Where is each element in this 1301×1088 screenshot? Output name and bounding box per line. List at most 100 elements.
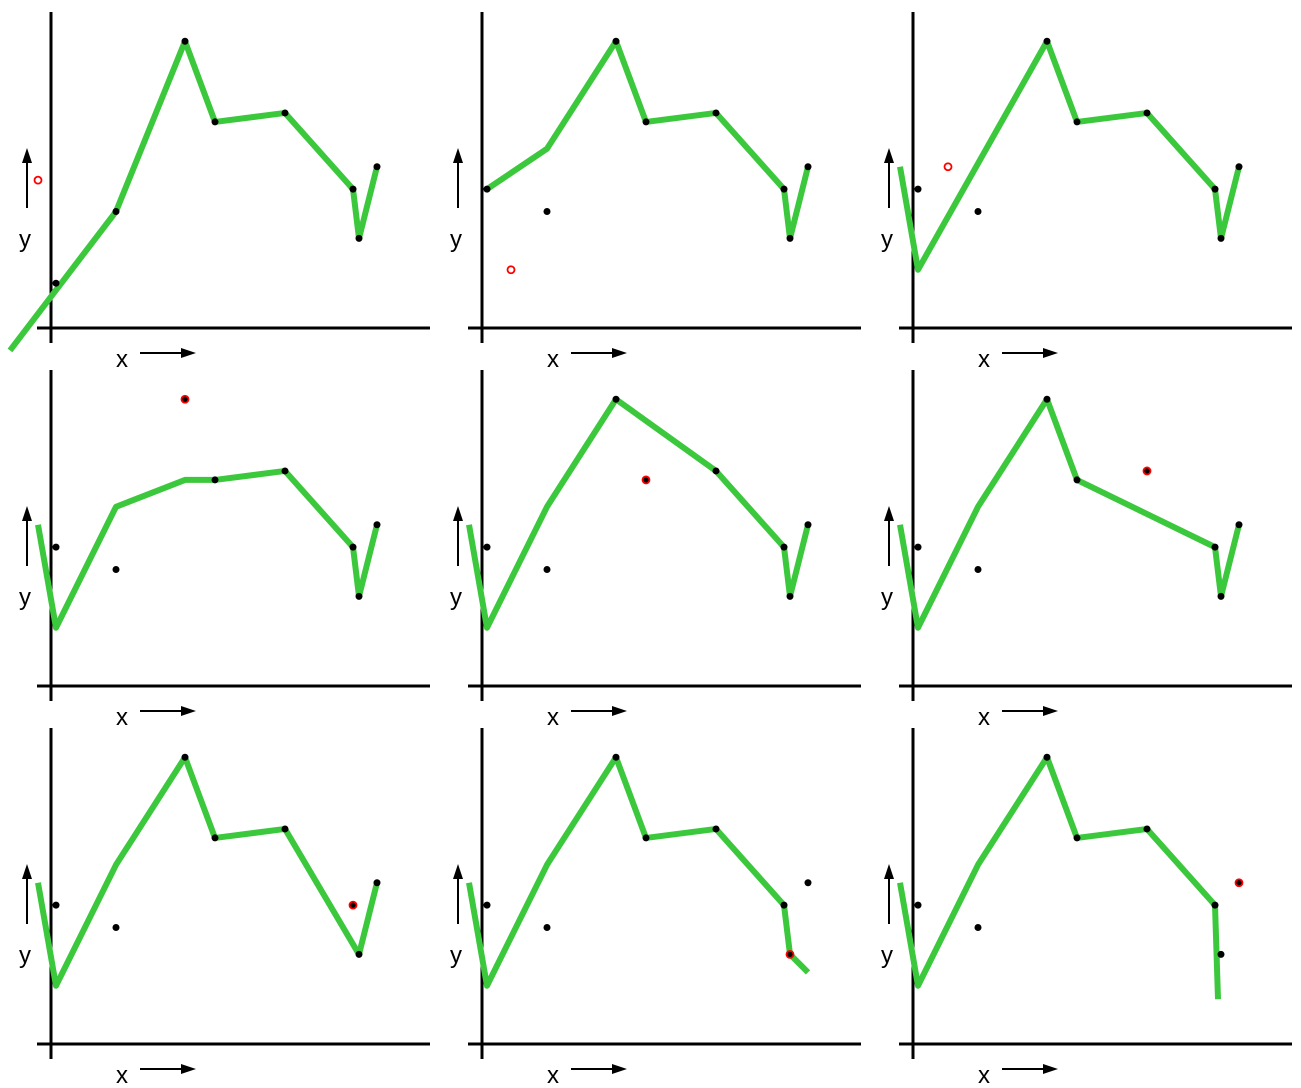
data-point-6 bbox=[349, 185, 357, 193]
data-point-6 bbox=[1211, 185, 1219, 193]
outlier-point bbox=[785, 949, 795, 959]
data-point-7 bbox=[1217, 592, 1225, 600]
y-axis-label: y bbox=[19, 942, 31, 969]
x-arrow-head bbox=[181, 348, 196, 358]
panel-6: yx bbox=[881, 370, 1292, 731]
panel-7: yx bbox=[19, 728, 430, 1088]
data-point-3 bbox=[181, 37, 189, 45]
data-point-1 bbox=[483, 901, 491, 909]
data-point-3 bbox=[1043, 37, 1051, 45]
x-axis-label: x bbox=[547, 1062, 559, 1088]
data-point-4 bbox=[211, 118, 219, 126]
data-point-2 bbox=[543, 208, 551, 216]
data-point-6 bbox=[1211, 543, 1219, 551]
y-arrow-head bbox=[453, 506, 463, 521]
data-point-5 bbox=[281, 109, 289, 117]
y-arrow-head bbox=[884, 864, 894, 879]
data-point-1 bbox=[914, 901, 922, 909]
x-arrow-head bbox=[1043, 706, 1058, 716]
data-point-1 bbox=[914, 185, 922, 193]
y-arrow-head bbox=[22, 148, 32, 163]
x-axis-label: x bbox=[978, 346, 990, 373]
data-point-3 bbox=[181, 753, 189, 761]
outlier-point bbox=[943, 162, 953, 172]
data-point-4 bbox=[211, 476, 219, 484]
data-point-6 bbox=[780, 185, 788, 193]
panel-1: yx bbox=[7, 12, 430, 373]
panel-2: yx bbox=[450, 12, 861, 373]
panel-4: yx bbox=[19, 370, 430, 731]
fit-line bbox=[466, 396, 811, 631]
data-point-5 bbox=[712, 467, 720, 475]
x-axis-label: x bbox=[978, 1062, 990, 1088]
x-axis-label: x bbox=[547, 704, 559, 731]
fit-line bbox=[35, 467, 380, 631]
x-arrow-head bbox=[1043, 1064, 1058, 1074]
data-point-5 bbox=[1143, 467, 1151, 475]
data-point-5 bbox=[281, 467, 289, 475]
data-point-8 bbox=[1235, 521, 1243, 529]
y-axis-label: y bbox=[881, 942, 893, 969]
y-arrow-head bbox=[22, 506, 32, 521]
data-point-6 bbox=[349, 901, 357, 909]
data-point-4 bbox=[642, 476, 650, 484]
data-point-4 bbox=[1073, 476, 1081, 484]
data-point-2 bbox=[974, 924, 982, 932]
y-axis-label: y bbox=[450, 584, 462, 611]
x-axis-label: x bbox=[547, 346, 559, 373]
data-point-3 bbox=[612, 753, 620, 761]
y-arrow-head bbox=[22, 864, 32, 879]
data-point-2 bbox=[974, 566, 982, 574]
data-point-8 bbox=[1235, 879, 1243, 887]
data-point-6 bbox=[780, 543, 788, 551]
data-point-2 bbox=[112, 924, 120, 932]
y-axis-label: y bbox=[19, 226, 31, 253]
y-axis-label: y bbox=[450, 226, 462, 253]
data-point-6 bbox=[1211, 901, 1219, 909]
data-point-8 bbox=[804, 879, 812, 887]
fit-line bbox=[897, 754, 1221, 1000]
data-point-8 bbox=[373, 163, 381, 171]
fit-line bbox=[35, 754, 380, 989]
data-point-7 bbox=[355, 950, 363, 958]
data-point-7 bbox=[355, 592, 363, 600]
x-axis-label: x bbox=[116, 1062, 128, 1088]
y-arrow-head bbox=[884, 506, 894, 521]
data-point-6 bbox=[780, 901, 788, 909]
data-point-7 bbox=[1217, 234, 1225, 242]
fit-line bbox=[485, 38, 811, 242]
data-point-5 bbox=[1143, 825, 1151, 833]
fit-line bbox=[7, 38, 380, 353]
outlier-point bbox=[180, 394, 190, 404]
data-point-2 bbox=[543, 924, 551, 932]
x-axis-label: x bbox=[116, 704, 128, 731]
data-point-1 bbox=[52, 543, 60, 551]
x-arrow-head bbox=[612, 706, 627, 716]
data-point-7 bbox=[786, 592, 794, 600]
data-point-4 bbox=[1073, 834, 1081, 842]
x-arrow-head bbox=[612, 348, 627, 358]
fit-line bbox=[897, 38, 1242, 273]
fit-line bbox=[897, 396, 1242, 631]
outlier-point bbox=[1234, 878, 1244, 888]
data-point-5 bbox=[1143, 109, 1151, 117]
panel-9: yx bbox=[881, 728, 1292, 1088]
data-point-1 bbox=[483, 543, 491, 551]
x-axis-label: x bbox=[978, 704, 990, 731]
y-arrow-head bbox=[453, 864, 463, 879]
x-arrow-head bbox=[181, 1064, 196, 1074]
x-arrow-head bbox=[612, 1064, 627, 1074]
panel-8: yx bbox=[450, 728, 861, 1088]
y-arrow-head bbox=[453, 148, 463, 163]
data-point-4 bbox=[642, 118, 650, 126]
data-point-3 bbox=[612, 395, 620, 403]
data-point-3 bbox=[1043, 753, 1051, 761]
data-point-7 bbox=[786, 234, 794, 242]
data-point-6 bbox=[349, 543, 357, 551]
data-point-5 bbox=[281, 825, 289, 833]
data-point-8 bbox=[804, 163, 812, 171]
y-axis-label: y bbox=[881, 226, 893, 253]
fit-line bbox=[466, 754, 811, 989]
data-point-5 bbox=[712, 109, 720, 117]
